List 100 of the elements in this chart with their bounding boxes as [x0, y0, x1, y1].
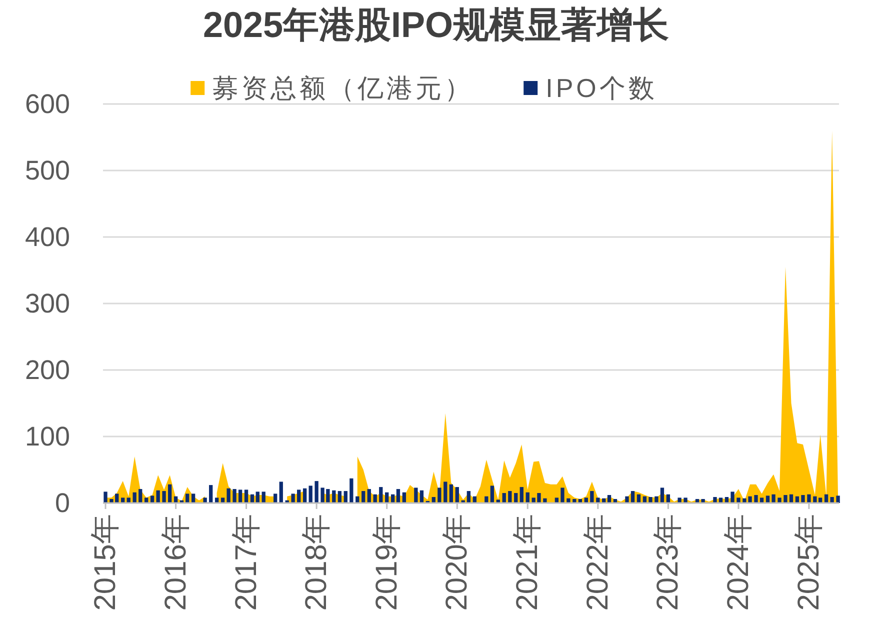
bar	[203, 498, 207, 503]
bar	[144, 498, 148, 503]
bar	[314, 481, 318, 503]
bar	[801, 495, 805, 503]
bar	[490, 486, 494, 503]
bar	[596, 498, 600, 503]
bar	[807, 494, 811, 503]
chart-title: 2025年港股IPO规模显著增长	[202, 4, 670, 45]
bar	[256, 492, 260, 503]
bar	[132, 492, 136, 503]
bar	[150, 496, 154, 503]
bar	[338, 491, 342, 503]
bar	[414, 488, 418, 503]
bar	[344, 491, 348, 503]
y-tick-label: 600	[24, 89, 70, 119]
bar	[678, 498, 682, 503]
bar	[332, 490, 336, 503]
bar	[156, 490, 160, 503]
bar	[104, 492, 108, 503]
bar	[607, 495, 612, 503]
bar	[362, 491, 366, 503]
y-tick-label: 500	[24, 156, 70, 186]
x-tick-label: 2015年	[89, 514, 122, 611]
bar	[350, 478, 354, 503]
x-tick-label: 2017年	[230, 514, 263, 611]
bar	[126, 498, 130, 503]
x-tick-label: 2024年	[722, 514, 755, 611]
bar	[244, 490, 248, 503]
bar	[297, 490, 301, 503]
bar	[396, 489, 400, 503]
bar	[444, 482, 448, 503]
bar	[718, 498, 723, 503]
bar	[560, 488, 564, 503]
bar	[772, 494, 776, 503]
bar	[590, 491, 594, 503]
bar	[766, 496, 770, 503]
bar	[121, 498, 125, 503]
bar	[302, 488, 307, 503]
legend-label: 募资总额（亿港元）	[212, 73, 474, 103]
bar	[543, 498, 547, 503]
bar	[713, 497, 717, 503]
bar	[566, 498, 570, 503]
bar	[168, 484, 172, 503]
legend-label: IPO个数	[546, 73, 658, 103]
bar	[449, 484, 453, 503]
bar	[754, 495, 758, 503]
bar	[526, 492, 530, 503]
bar	[226, 488, 230, 503]
bar	[502, 493, 506, 503]
x-tick-label: 2019年	[370, 514, 404, 611]
bar	[438, 488, 442, 503]
bar	[291, 494, 295, 503]
y-tick-label: 200	[24, 355, 70, 385]
x-tick-label: 2016年	[159, 514, 192, 611]
x-tick-label: 2018年	[300, 514, 334, 611]
bar	[209, 485, 213, 503]
x-tick-label: 2020年	[440, 514, 474, 611]
bar	[648, 497, 652, 503]
bar	[238, 490, 242, 503]
bar	[701, 499, 705, 503]
bar	[654, 496, 658, 503]
bar	[736, 498, 740, 503]
bar	[625, 496, 629, 503]
bar	[402, 492, 406, 503]
bar	[760, 498, 764, 503]
bar	[520, 487, 524, 503]
bar	[420, 490, 424, 503]
x-tick-label: 2023年	[652, 514, 685, 611]
bar	[379, 487, 383, 503]
x-tick-label: 2022年	[581, 514, 614, 611]
bar	[466, 491, 471, 503]
bar	[367, 489, 371, 503]
bar	[279, 482, 283, 503]
bar	[508, 491, 512, 503]
bar	[220, 498, 225, 503]
bar	[784, 495, 788, 503]
bar	[630, 491, 635, 503]
bar	[684, 498, 688, 503]
bar	[186, 494, 190, 503]
bar	[274, 494, 278, 503]
bar	[455, 487, 459, 503]
y-tick-label: 300	[24, 288, 70, 318]
bar	[262, 492, 266, 503]
bar	[308, 486, 312, 503]
bar	[214, 498, 219, 503]
y-tick-label: 0	[54, 488, 70, 518]
bar	[660, 488, 664, 503]
bar	[584, 498, 588, 503]
bar	[730, 492, 734, 503]
bar	[836, 496, 840, 503]
bar	[830, 497, 834, 503]
bar	[162, 491, 166, 503]
bar	[514, 493, 518, 503]
x-tick-label: 2021年	[511, 514, 544, 611]
bar	[191, 494, 196, 503]
bar	[232, 489, 236, 503]
bar	[554, 498, 559, 503]
bar	[778, 498, 782, 503]
y-tick-label: 100	[24, 422, 70, 452]
bar	[385, 492, 389, 503]
